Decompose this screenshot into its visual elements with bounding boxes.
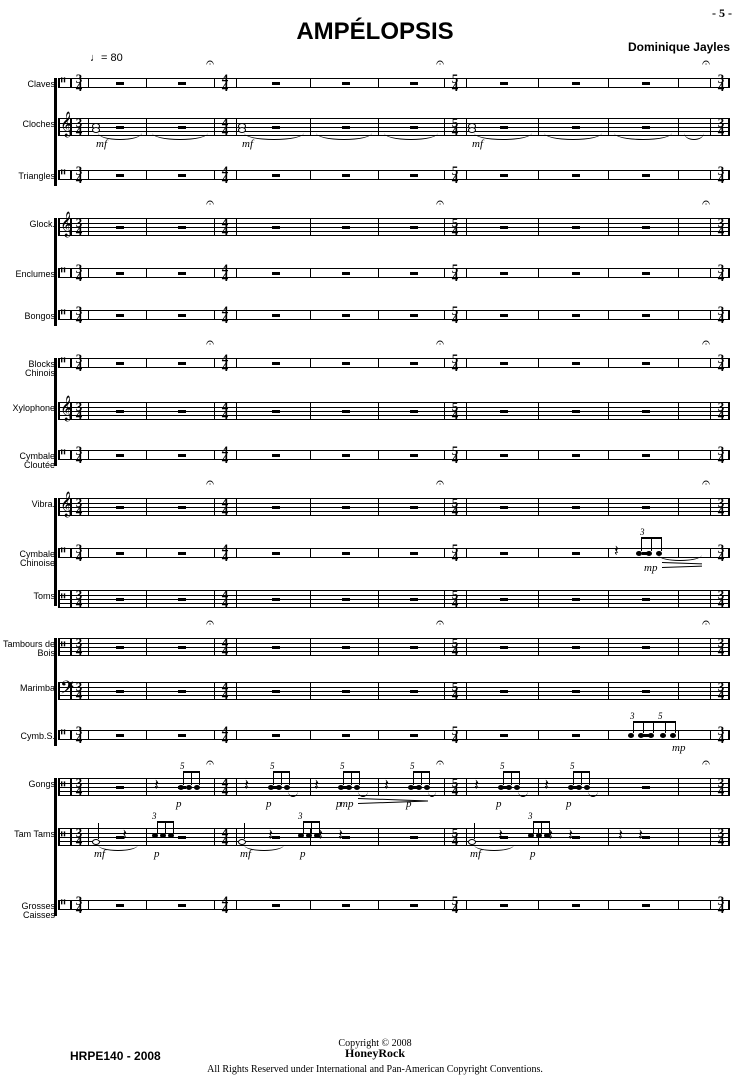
instrument-label: Tam Tams [0, 830, 55, 839]
instrument-label: Xylophone [0, 404, 55, 413]
instrument-label: Toms [0, 592, 55, 601]
instrument-label: Cymbale Chinoise [0, 550, 55, 568]
instrument-label: Claves [0, 80, 55, 89]
publisher-name: HoneyRock [0, 1046, 750, 1061]
instrument-label: Marimba [0, 684, 55, 693]
composer-name: Dominique Jayles [628, 40, 730, 54]
instrument-label: Grosses Caisses [0, 902, 55, 920]
instrument-label: Triangles [0, 172, 55, 181]
instrument-label: Cloches [0, 120, 55, 129]
instrument-label: Enclumes [0, 270, 55, 279]
instrument-label: Blocks Chinois [0, 360, 55, 378]
rights-text: All Rights Reserved under International … [0, 1064, 750, 1075]
instrument-label: Gongs [0, 780, 55, 789]
instrument-label: Cymb.S. [0, 732, 55, 741]
tempo-marking: ♩= 80 [90, 52, 123, 64]
instrument-label: Glock. [0, 220, 55, 229]
instrument-label: Cymbale Cloutée [0, 452, 55, 470]
instrument-label: Bongos [0, 312, 55, 321]
instrument-label: Tambours de Bois [0, 640, 55, 658]
instrument-label: Vibra. [0, 500, 55, 509]
